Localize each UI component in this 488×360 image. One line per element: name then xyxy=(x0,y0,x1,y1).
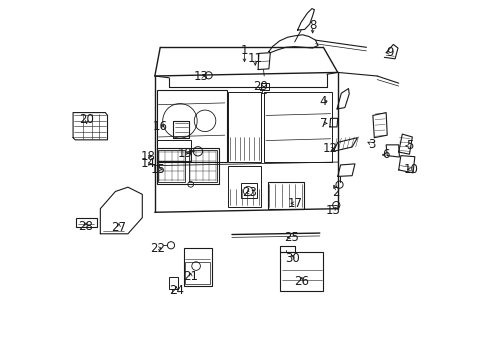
Bar xyxy=(185,262,210,284)
Text: 16: 16 xyxy=(152,120,167,133)
Bar xyxy=(183,248,212,286)
Text: 15: 15 xyxy=(151,163,165,176)
Text: 6: 6 xyxy=(382,148,389,161)
Text: 8: 8 xyxy=(308,19,316,32)
Text: 19: 19 xyxy=(178,147,192,159)
Text: 2: 2 xyxy=(332,186,339,199)
Text: 7: 7 xyxy=(319,117,326,130)
Text: 30: 30 xyxy=(285,252,300,265)
Text: 13: 13 xyxy=(325,204,340,217)
Bar xyxy=(169,277,178,289)
Text: 22: 22 xyxy=(150,242,165,255)
Bar xyxy=(158,150,185,182)
Bar xyxy=(188,150,217,182)
Text: 1: 1 xyxy=(240,44,248,57)
Bar xyxy=(264,92,332,162)
Text: 26: 26 xyxy=(294,275,309,288)
Bar xyxy=(76,218,97,226)
Text: 24: 24 xyxy=(168,284,183,297)
Bar xyxy=(156,90,226,162)
Text: 27: 27 xyxy=(111,221,126,234)
Bar xyxy=(156,148,219,184)
Bar xyxy=(228,92,260,162)
Text: 10: 10 xyxy=(403,163,418,176)
Bar xyxy=(260,83,268,90)
Text: 11: 11 xyxy=(247,51,262,64)
Text: 23: 23 xyxy=(242,186,257,199)
Text: 14: 14 xyxy=(140,157,155,170)
Text: 13: 13 xyxy=(194,69,208,82)
Text: 18: 18 xyxy=(140,150,155,163)
Bar xyxy=(156,140,190,161)
Text: 4: 4 xyxy=(319,95,326,108)
Text: 20: 20 xyxy=(79,113,94,126)
Bar xyxy=(241,183,257,198)
Text: 5: 5 xyxy=(405,139,412,152)
Bar xyxy=(267,182,303,209)
Text: 21: 21 xyxy=(183,270,198,283)
Bar xyxy=(280,252,323,291)
Text: 3: 3 xyxy=(367,138,375,150)
Text: 17: 17 xyxy=(286,197,302,210)
Text: 28: 28 xyxy=(79,220,93,233)
Text: 29: 29 xyxy=(253,80,267,93)
Text: 9: 9 xyxy=(385,46,393,59)
Bar xyxy=(228,166,260,207)
Text: 12: 12 xyxy=(323,142,337,155)
Text: 25: 25 xyxy=(283,231,298,244)
